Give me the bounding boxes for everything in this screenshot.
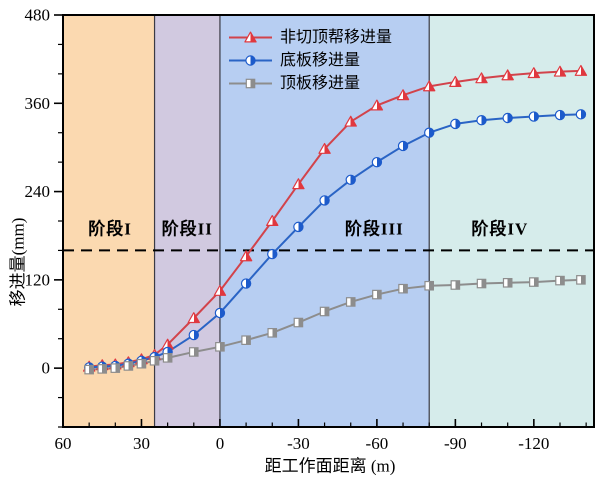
legend-item-roof: 顶板移进量 [280, 75, 361, 92]
x-axis: 60 30 0 -30 -60 -90 -120 [55, 419, 587, 453]
legend-item-floor: 底板移进量 [280, 52, 361, 69]
stage-label-1: 阶段I [88, 219, 132, 239]
svg-text:240: 240 [25, 182, 51, 201]
svg-text:-60: -60 [366, 434, 389, 453]
stage-label-4: 阶段IV [471, 219, 529, 239]
y-axis: 0 120 240 360 480 [25, 6, 63, 428]
series-markers-2 [84, 275, 586, 375]
stage-label-3: 阶段III [344, 219, 404, 239]
y-axis-title: 移进量(mm) [8, 217, 28, 307]
legend-item-non-cut-side: 非切顶帮移进量 [280, 29, 393, 46]
svg-text:-30: -30 [287, 434, 310, 453]
chart-legend: 非切顶帮移进量 底板移进量 顶板移进量 [280, 26, 392, 95]
svg-text:360: 360 [25, 94, 51, 113]
svg-text:120: 120 [25, 270, 51, 289]
stage-label-2: 阶段II [161, 219, 213, 239]
svg-text:0: 0 [42, 359, 51, 378]
svg-text:480: 480 [25, 6, 51, 25]
legend-samples [229, 31, 272, 89]
svg-text:-120: -120 [518, 434, 549, 453]
svg-text:-90: -90 [444, 434, 467, 453]
svg-text:30: 30 [133, 434, 150, 453]
svg-text:0: 0 [216, 434, 225, 453]
x-axis-title: 距工作面距离 (m) [264, 456, 396, 476]
svg-text:60: 60 [55, 434, 72, 453]
